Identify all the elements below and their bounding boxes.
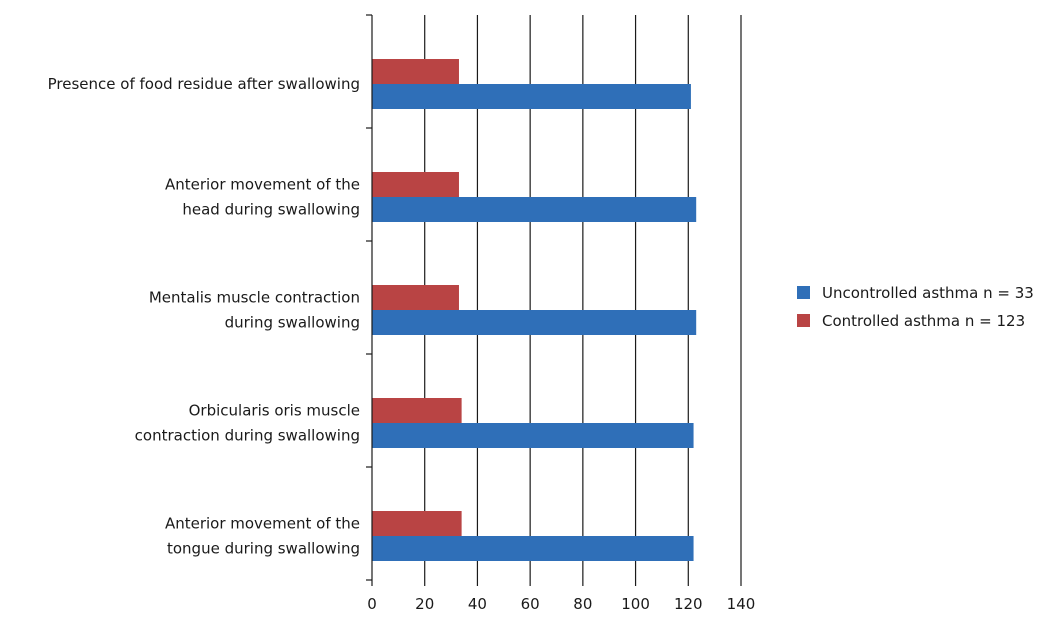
x-tick-label: 80 (573, 595, 592, 613)
category-label: Presence of food residue after swallowin… (48, 75, 360, 93)
bars (372, 59, 696, 561)
category-label: Orbicularis oris muscle (189, 402, 360, 420)
x-tick-label: 120 (674, 595, 703, 613)
legend-swatch (797, 286, 810, 299)
legend-label: Controlled asthma n = 123 (822, 312, 1025, 330)
category-label: head during swallowing (182, 201, 360, 219)
legend-swatch (797, 314, 810, 327)
bar-controlled (372, 285, 459, 310)
bar-uncontrolled (372, 423, 694, 448)
category-label: tongue during swallowing (167, 540, 360, 558)
bar-controlled (372, 59, 459, 84)
x-tick-labels: 0 20 40 60 80 100 120 140 (367, 595, 755, 613)
x-tick-label: 100 (621, 595, 650, 613)
bar-uncontrolled (372, 310, 696, 335)
category-labels: Presence of food residue after swallowin… (48, 75, 360, 558)
bar-controlled (372, 511, 462, 536)
x-tick-label: 40 (468, 595, 487, 613)
category-label: Anterior movement of the (165, 176, 360, 194)
bar-controlled (372, 398, 462, 423)
category-label: Anterior movement of the (165, 515, 360, 533)
bar-uncontrolled (372, 84, 691, 109)
x-tick-label: 140 (727, 595, 756, 613)
bar-uncontrolled (372, 536, 694, 561)
legend-label: Uncontrolled asthma n = 33 (822, 284, 1034, 302)
bar-controlled (372, 172, 459, 197)
x-tick-label: 0 (367, 595, 377, 613)
category-label: contraction during swallowing (135, 427, 360, 445)
category-label: Mentalis muscle contraction (149, 289, 360, 307)
x-tick-label: 60 (521, 595, 540, 613)
x-tick-label: 20 (415, 595, 434, 613)
legend: Uncontrolled asthma n = 33 Controlled ast… (797, 284, 1034, 330)
bar-uncontrolled (372, 197, 696, 222)
category-label: during swallowing (225, 314, 360, 332)
